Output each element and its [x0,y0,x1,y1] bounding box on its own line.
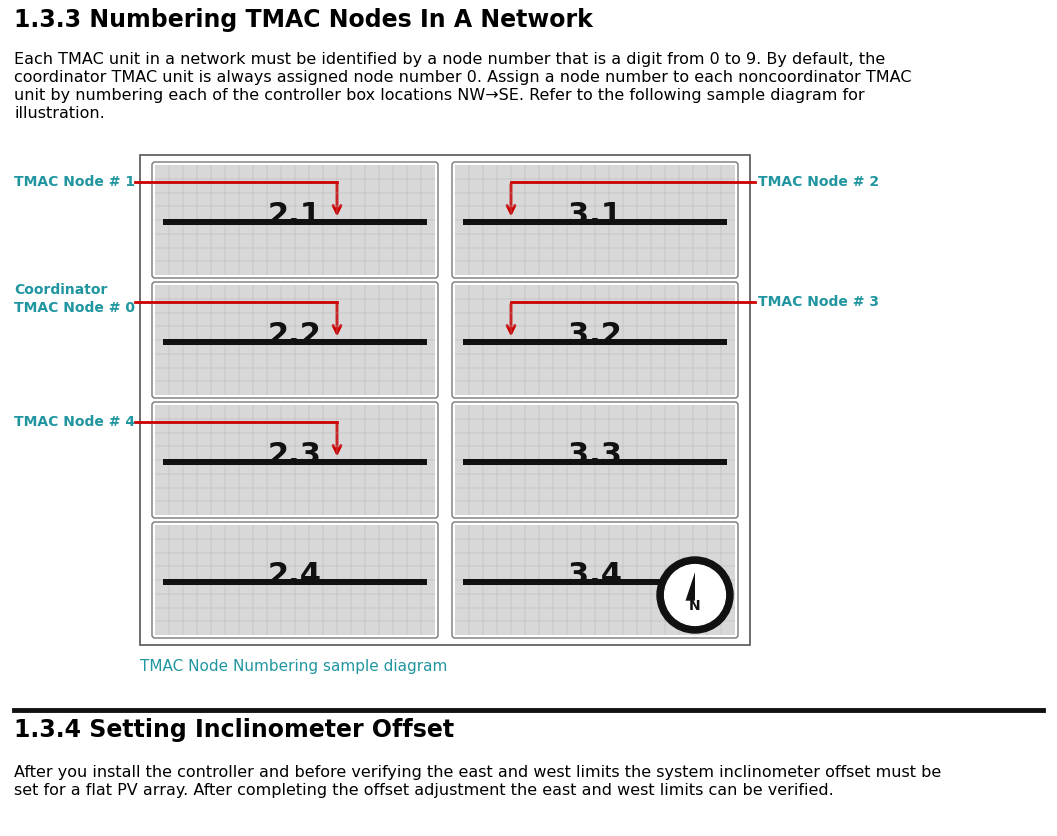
Text: Each TMAC unit in a network must be identified by a node number that is a digit : Each TMAC unit in a network must be iden… [14,52,886,67]
Text: 2.2: 2.2 [268,321,322,350]
Text: unit by numbering each of the controller box locations NW→SE. Refer to the follo: unit by numbering each of the controller… [14,88,865,103]
Bar [164,219,427,225]
Bar [463,219,726,225]
Bar [463,579,726,585]
Text: illustration.: illustration. [14,106,105,121]
Bar [455,525,735,635]
Text: 2.3: 2.3 [268,441,322,470]
Text: 3.3: 3.3 [568,441,622,470]
Circle shape [665,564,725,625]
Text: 3.2: 3.2 [568,321,622,350]
Bar [140,155,750,645]
Text: TMAC Node # 2: TMAC Node # 2 [758,175,879,188]
Text: TMAC Node Numbering sample diagram: TMAC Node Numbering sample diagram [140,659,447,674]
Text: Coordinator: Coordinator [14,283,108,298]
Polygon shape [696,572,705,601]
Text: 1.3.4 Setting Inclinometer Offset: 1.3.4 Setting Inclinometer Offset [14,718,455,742]
Text: 3.4: 3.4 [568,561,622,590]
Text: N: N [689,599,701,614]
Bar [463,339,726,345]
Bar [164,579,427,585]
Text: TMAC Node # 1: TMAC Node # 1 [14,175,135,188]
Text: TMAC Node # 4: TMAC Node # 4 [14,415,135,429]
Bar [155,525,435,635]
Bar [155,405,435,515]
Bar [164,339,427,345]
Bar [155,285,435,395]
Text: TMAC Node # 3: TMAC Node # 3 [758,294,879,308]
Bar [455,405,735,515]
Text: 3.1: 3.1 [568,201,622,230]
Text: 2.1: 2.1 [268,201,322,230]
Text: TMAC Node # 0: TMAC Node # 0 [14,302,135,315]
Bar [463,459,726,465]
Circle shape [657,557,733,633]
Bar [455,285,735,395]
Bar [155,165,435,275]
Text: coordinator TMAC unit is always assigned node number 0. Assign a node number to : coordinator TMAC unit is always assigned… [14,70,911,85]
Text: After you install the controller and before verifying the east and west limits t: After you install the controller and bef… [14,765,941,780]
Bar [164,459,427,465]
Text: set for a flat PV array. After completing the offset adjustment the east and wes: set for a flat PV array. After completin… [14,783,834,798]
Bar [455,165,735,275]
Text: 2.4: 2.4 [268,561,322,590]
Text: 1.3.3 Numbering TMAC Nodes In A Network: 1.3.3 Numbering TMAC Nodes In A Network [14,8,593,32]
Polygon shape [686,572,696,601]
